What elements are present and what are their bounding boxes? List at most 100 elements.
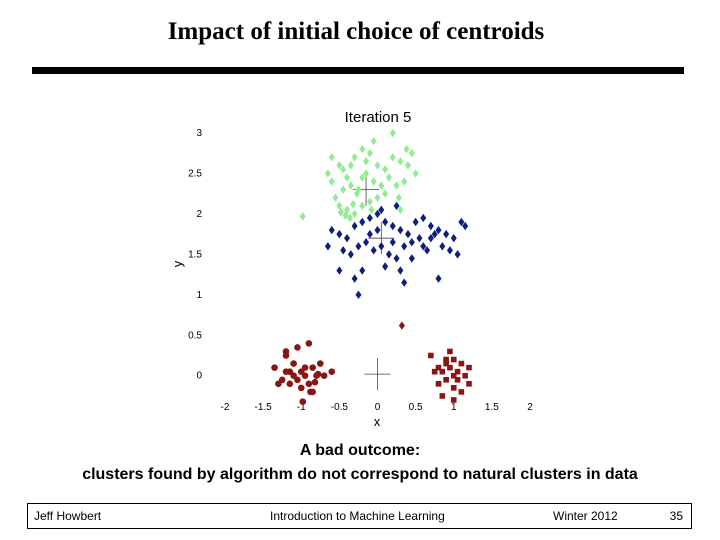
data-point [408, 238, 415, 247]
data-point [336, 266, 343, 275]
x-tick-label: -0.5 [331, 402, 349, 413]
data-point [305, 380, 313, 388]
data-point [359, 144, 366, 154]
data-point [297, 384, 305, 392]
data-point [427, 221, 434, 231]
data-point [299, 212, 306, 221]
tick-labels: -2 -1.5 -1 -0.5 0 0.5 1 1.5 2 0 0.5 1 1.5 2 2.5 3 [188, 128, 533, 413]
data-point [412, 169, 419, 178]
data-point [435, 364, 442, 371]
data-point [347, 250, 354, 259]
y-tick-label: 3 [196, 128, 202, 139]
data-point [363, 238, 370, 247]
data-point [363, 157, 370, 166]
data-point [370, 136, 377, 146]
data-point [328, 368, 336, 375]
data-point [282, 348, 290, 355]
data-point [374, 193, 381, 202]
data-point [311, 378, 319, 386]
data-point [401, 177, 408, 186]
data-point [397, 205, 404, 215]
data-point [454, 368, 461, 375]
data-point [466, 381, 472, 387]
data-point [344, 173, 350, 182]
data-point [458, 360, 465, 367]
y-axis-label: y [170, 260, 185, 267]
footer-bar: Jeff Howbert Introduction to Machine Lea… [27, 503, 692, 529]
centroid-markers [353, 173, 395, 391]
data-point [317, 360, 324, 367]
x-axis-label: x [374, 414, 381, 429]
data-point [382, 189, 389, 198]
y-tick-label: 2.5 [188, 168, 202, 179]
data-point [340, 165, 347, 174]
data-point [408, 149, 415, 158]
data-point [314, 370, 322, 378]
data-point [374, 209, 381, 219]
data-point [309, 364, 316, 371]
data-point [450, 356, 457, 363]
data-point [389, 221, 396, 231]
data-point [382, 165, 389, 174]
data-point [397, 157, 404, 166]
data-point [450, 385, 457, 391]
x-tick-label: -2 [221, 402, 230, 413]
data-point [340, 246, 347, 255]
data-point [454, 376, 461, 383]
data-point [393, 254, 400, 263]
data-point [389, 128, 396, 138]
x-tick-label: -1 [297, 402, 306, 413]
data-point [307, 388, 314, 396]
x-tick-label: 0 [375, 402, 381, 413]
data-point [324, 242, 331, 251]
footer-page-number: 35 [669, 509, 683, 523]
data-point [443, 229, 450, 239]
data-point [450, 372, 457, 379]
data-point [294, 376, 301, 384]
x-tick-label: 2 [527, 402, 533, 413]
data-point [301, 372, 309, 380]
data-point [462, 372, 468, 379]
data-point [405, 161, 411, 170]
data-point [290, 360, 297, 367]
data-point [351, 209, 358, 219]
data-point [450, 397, 457, 403]
data-point [443, 360, 449, 367]
footer-term: Winter 2012 [553, 509, 618, 523]
data-point [412, 217, 419, 227]
data-point [378, 181, 385, 190]
data-point [462, 221, 469, 231]
data-point [389, 238, 396, 247]
data-point [397, 266, 404, 275]
data-point [405, 229, 411, 239]
data-point [435, 381, 442, 387]
data-point [450, 233, 457, 243]
data-point [336, 161, 343, 170]
data-point [347, 213, 354, 223]
data-point [286, 368, 294, 375]
chart-title: Iteration 5 [345, 109, 412, 126]
data-point [431, 368, 438, 375]
data-point [393, 201, 400, 211]
data-point [435, 274, 442, 283]
data-point [336, 229, 343, 239]
y-tick-label: 0.5 [188, 330, 202, 341]
data-point [370, 177, 377, 186]
title-rule [32, 67, 684, 74]
data-point [420, 213, 427, 223]
data-point [271, 364, 278, 371]
data-point [366, 213, 373, 223]
data-point [427, 233, 434, 243]
data-point [443, 376, 449, 383]
data-point [359, 217, 366, 227]
data-point [328, 225, 335, 235]
scatter-plot: Iteration 5 x y -2 -1.5 -1 -0.5 0 0.5 1 1.5 2 0 0.… [170, 109, 533, 429]
data-point [458, 389, 465, 395]
data-point [428, 352, 434, 359]
data-point [355, 185, 362, 194]
data-point [378, 205, 385, 215]
data-point [447, 348, 453, 355]
data-point [370, 246, 377, 255]
footer-author: Jeff Howbert [34, 509, 102, 523]
x-tick-label: 1.5 [485, 402, 499, 413]
